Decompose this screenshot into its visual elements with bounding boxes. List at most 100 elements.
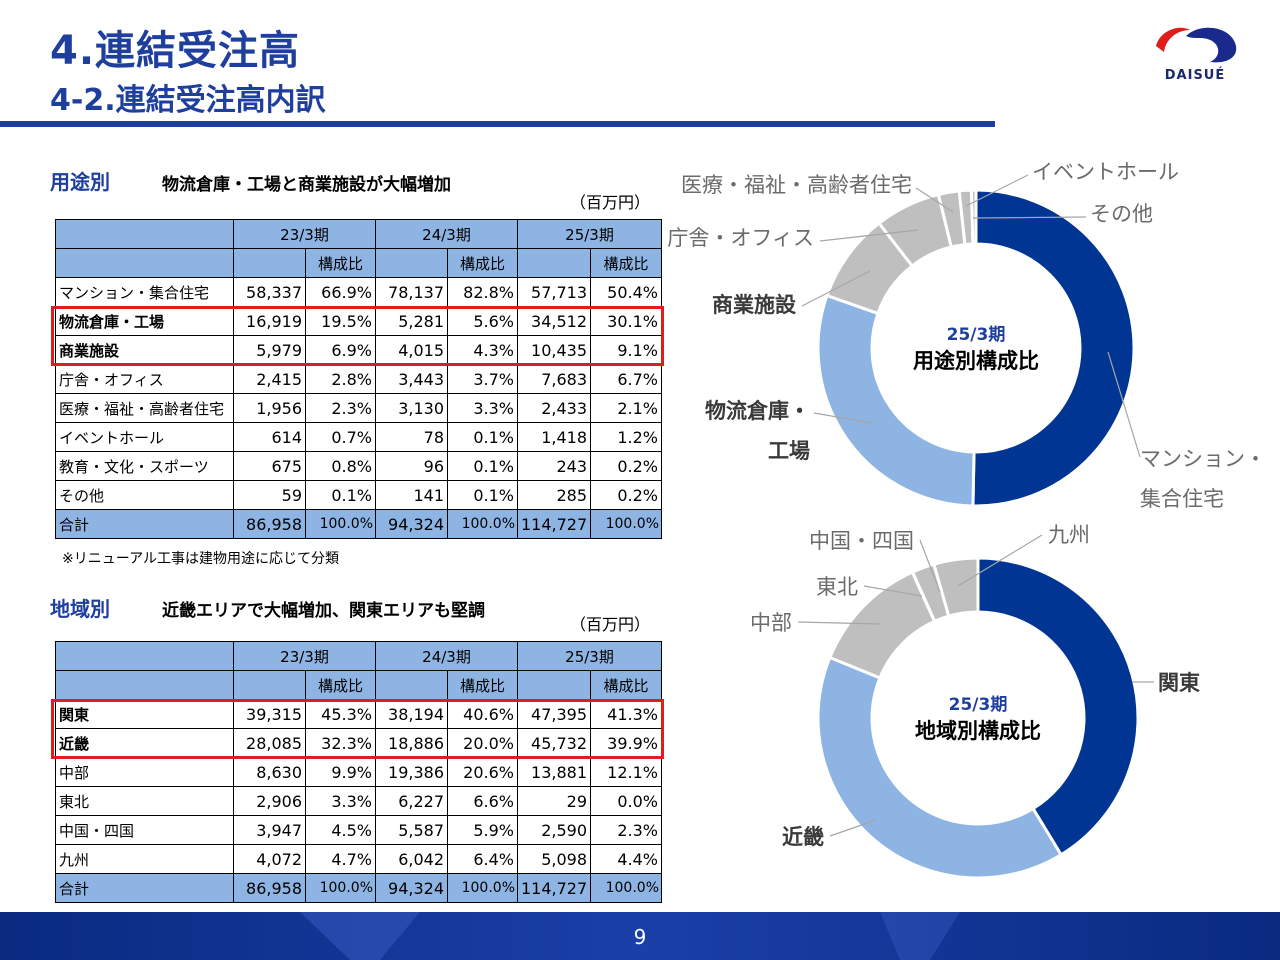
header-blank [233,670,306,700]
header-blank [517,248,591,278]
slice-label: 中部 [750,611,792,635]
ratio-header: 構成比 [305,670,376,700]
daisue-logo-icon [1156,27,1237,63]
slice-label: その他 [1090,202,1153,226]
leader-line [915,187,954,213]
ratio-cell: 6.9% [305,335,376,365]
ratio-cell: 66.9% [305,277,376,307]
ratio-cell: 19.5% [305,306,376,336]
row-label: 商業施設 [55,335,234,365]
slice-label: 商業施設 [712,293,797,317]
ratio-cell: 50.4% [590,277,662,307]
ratio-cell: 45.3% [305,699,376,729]
ratio-cell: 4.4% [590,844,662,874]
header-blank [55,641,234,671]
ratio-cell: 100.0% [447,873,518,903]
slice-label: 近畿 [782,825,824,849]
chart-title: 地域別構成比 [915,719,1041,743]
amount-cell: 4,072 [233,844,306,874]
amount-cell: 243 [517,451,591,481]
row-label: マンション・集合住宅 [55,277,234,307]
ratio-cell: 6.7% [590,364,662,394]
table-row: 東北 2,906 3.3% 6,227 6.6% 29 0.0% [55,786,662,816]
slice-label: 庁舎・オフィス [667,226,814,250]
table-row: 中国・四国 3,947 4.5% 5,587 5.9% 2,590 2.3% [55,815,662,845]
leader-line [797,621,881,625]
period-header: 23/3期 [233,641,376,671]
donut-slice [976,556,1140,857]
period-header: 24/3期 [375,641,518,671]
ratio-cell: 0.2% [590,480,662,510]
row-label: 物流倉庫・工場 [55,306,234,336]
table-row: 近畿 28,085 32.3% 18,886 20.0% 45,732 39.9% [55,728,662,758]
ratio-cell: 2.8% [305,364,376,394]
region-unit: （百万円） [570,615,651,634]
header-blank [375,248,448,278]
table-row: 庁舎・オフィス 2,415 2.8% 3,443 3.7% 7,683 6.7% [55,364,662,394]
ratio-cell: 2.3% [305,393,376,423]
amount-cell: 114,727 [517,509,591,539]
header-blank [55,670,234,700]
ratio-cell: 100.0% [305,509,376,539]
ratio-cell: 6.6% [447,786,518,816]
region-section-label: 地域別 [50,597,110,621]
table-row: 商業施設 5,979 6.9% 4,015 4.3% 10,435 9.1% [55,335,662,365]
row-label: 庁舎・オフィス [55,364,234,394]
ratio-header: 構成比 [305,248,376,278]
row-label: 中国・四国 [55,815,234,845]
table-row: 合計 86,958 100.0% 94,324 100.0% 114,727 100.0% [55,873,662,903]
amount-cell: 78,137 [375,277,448,307]
ratio-cell: 4.5% [305,815,376,845]
amount-cell: 19,386 [375,757,448,787]
table-row: 関東 39,315 45.3% 38,194 40.6% 47,395 41.3% [55,699,662,729]
table-row: マンション・集合住宅 58,337 66.9% 78,137 82.8% 57,713 50… [55,277,662,307]
row-label: 医療・福祉・高齢者住宅 [55,393,234,423]
amount-cell: 3,130 [375,393,448,423]
usage-note: ※リニューアル工事は建物用途に応じて分類 [62,551,340,567]
donut-slice [932,556,980,618]
amount-cell: 5,979 [233,335,306,365]
donut-charts: マンション・集合住宅 物流倉庫・工場 商業施設 庁舎・オフィス 医療・福祉・高齢者住宅 イ… [667,160,1266,880]
page-subtitle: 4-2.連結受注高内訳 [50,83,326,118]
ratio-header: 構成比 [590,670,662,700]
ratio-cell: 0.1% [447,480,518,510]
period-header: 23/3期 [233,219,376,249]
amount-cell: 34,512 [517,306,591,336]
amount-cell: 45,732 [517,728,591,758]
slice-label: 東北 [816,575,858,599]
leader-line [819,229,919,242]
period-header: 25/3期 [517,219,662,249]
row-label: 関東 [55,699,234,729]
table-row: その他 59 0.1% 141 0.1% 285 0.2% [55,480,662,510]
leader-line [863,585,923,597]
amount-cell: 5,281 [375,306,448,336]
footer-band [0,912,1280,960]
amount-cell: 2,415 [233,364,306,394]
amount-cell: 38,194 [375,699,448,729]
ratio-cell: 100.0% [590,873,662,903]
amount-cell: 94,324 [375,509,448,539]
row-label: その他 [55,480,234,510]
table-row: 合計 86,958 100.0% 94,324 100.0% 114,727 100.0% [55,509,662,539]
amount-cell: 285 [517,480,591,510]
donut-slice [816,655,1064,880]
amount-cell: 16,919 [233,306,306,336]
ratio-cell: 20.0% [447,728,518,758]
ratio-cell: 0.2% [590,451,662,481]
ratio-cell: 5.9% [447,815,518,845]
amount-cell: 58,337 [233,277,306,307]
amount-cell: 57,713 [517,277,591,307]
amount-cell: 675 [233,451,306,481]
header-blank [55,219,234,249]
leader-line [965,174,1029,207]
chart-title: 用途別構成比 [913,349,1039,373]
ratio-header: 構成比 [590,248,662,278]
region-table: 23/3期 24/3期 25/3期 構成比 構成比 構成比 関東 39,315 45.3% 38,… [55,641,662,903]
table-row: 九州 4,072 4.7% 6,042 6.4% 5,098 4.4% [55,844,662,874]
row-label: イベントホール [55,422,234,452]
usage-section-label: 用途別 [50,170,110,194]
amount-cell: 96 [375,451,448,481]
slice-label: マンション・集合住宅 [1140,447,1266,511]
ratio-cell: 39.9% [590,728,662,758]
period-header: 24/3期 [375,219,518,249]
